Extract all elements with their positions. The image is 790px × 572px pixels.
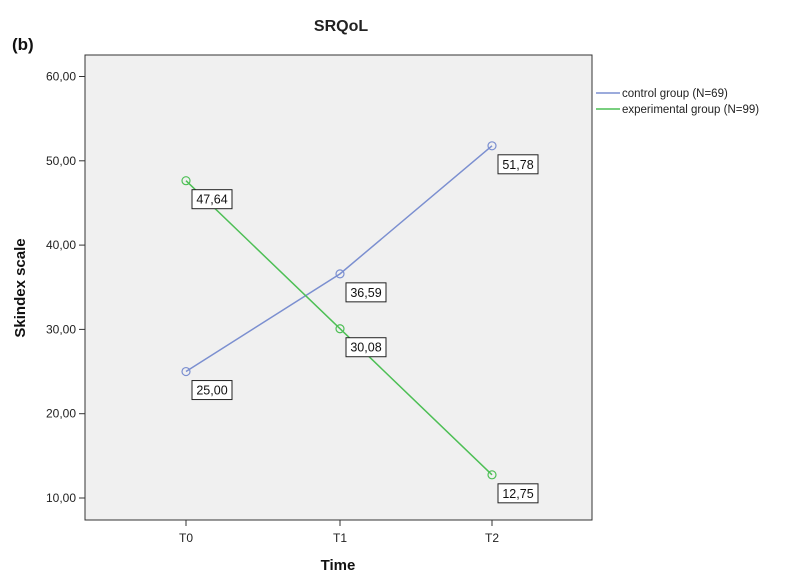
- data-point-marker: [181, 366, 191, 377]
- y-tick-label: 50,00: [46, 154, 76, 168]
- data-label-box: [345, 282, 387, 303]
- x-tick-label: T0: [179, 531, 193, 545]
- data-point-marker: [181, 176, 191, 186]
- data-label: 36,59: [350, 286, 381, 300]
- data-label: 30,08: [350, 341, 381, 355]
- data-label-box: [497, 154, 539, 175]
- y-tick-label: 60,00: [46, 70, 76, 84]
- series-line-0: [185, 145, 493, 373]
- data-label: 25,00: [196, 384, 227, 398]
- y-axis-title: Skindex scale: [12, 238, 29, 337]
- plot-area: [84, 54, 593, 521]
- panel-label: (b): [12, 35, 34, 54]
- data-label-box: [191, 189, 233, 210]
- chart-title: SRQoL: [314, 18, 368, 35]
- data-label-box: [497, 483, 539, 504]
- data-label-box: [191, 380, 233, 401]
- data-label-box: [345, 337, 387, 358]
- x-tick-label: T2: [485, 531, 499, 545]
- y-tick-label: 20,00: [46, 407, 76, 421]
- y-tick-label: 30,00: [46, 322, 76, 336]
- y-tick-label: 10,00: [46, 491, 76, 505]
- legend-label: experimental group (N=99): [622, 104, 759, 116]
- x-tick-label: T1: [333, 531, 347, 545]
- data-point-marker: [487, 470, 497, 480]
- data-point-marker: [487, 141, 497, 151]
- data-label: 47,64: [196, 193, 227, 207]
- series-line-1: [185, 180, 493, 476]
- legend-label: control group (N=69): [622, 88, 728, 100]
- legend: control group (N=69) experimental group (…: [596, 88, 759, 116]
- x-axis-title: Time: [321, 557, 356, 572]
- y-tick-label: 40,00: [46, 238, 76, 252]
- data-point-marker: [335, 324, 345, 334]
- data-label: 51,78: [502, 158, 533, 172]
- data-label: 12,75: [502, 487, 533, 501]
- data-point-marker: [335, 269, 345, 279]
